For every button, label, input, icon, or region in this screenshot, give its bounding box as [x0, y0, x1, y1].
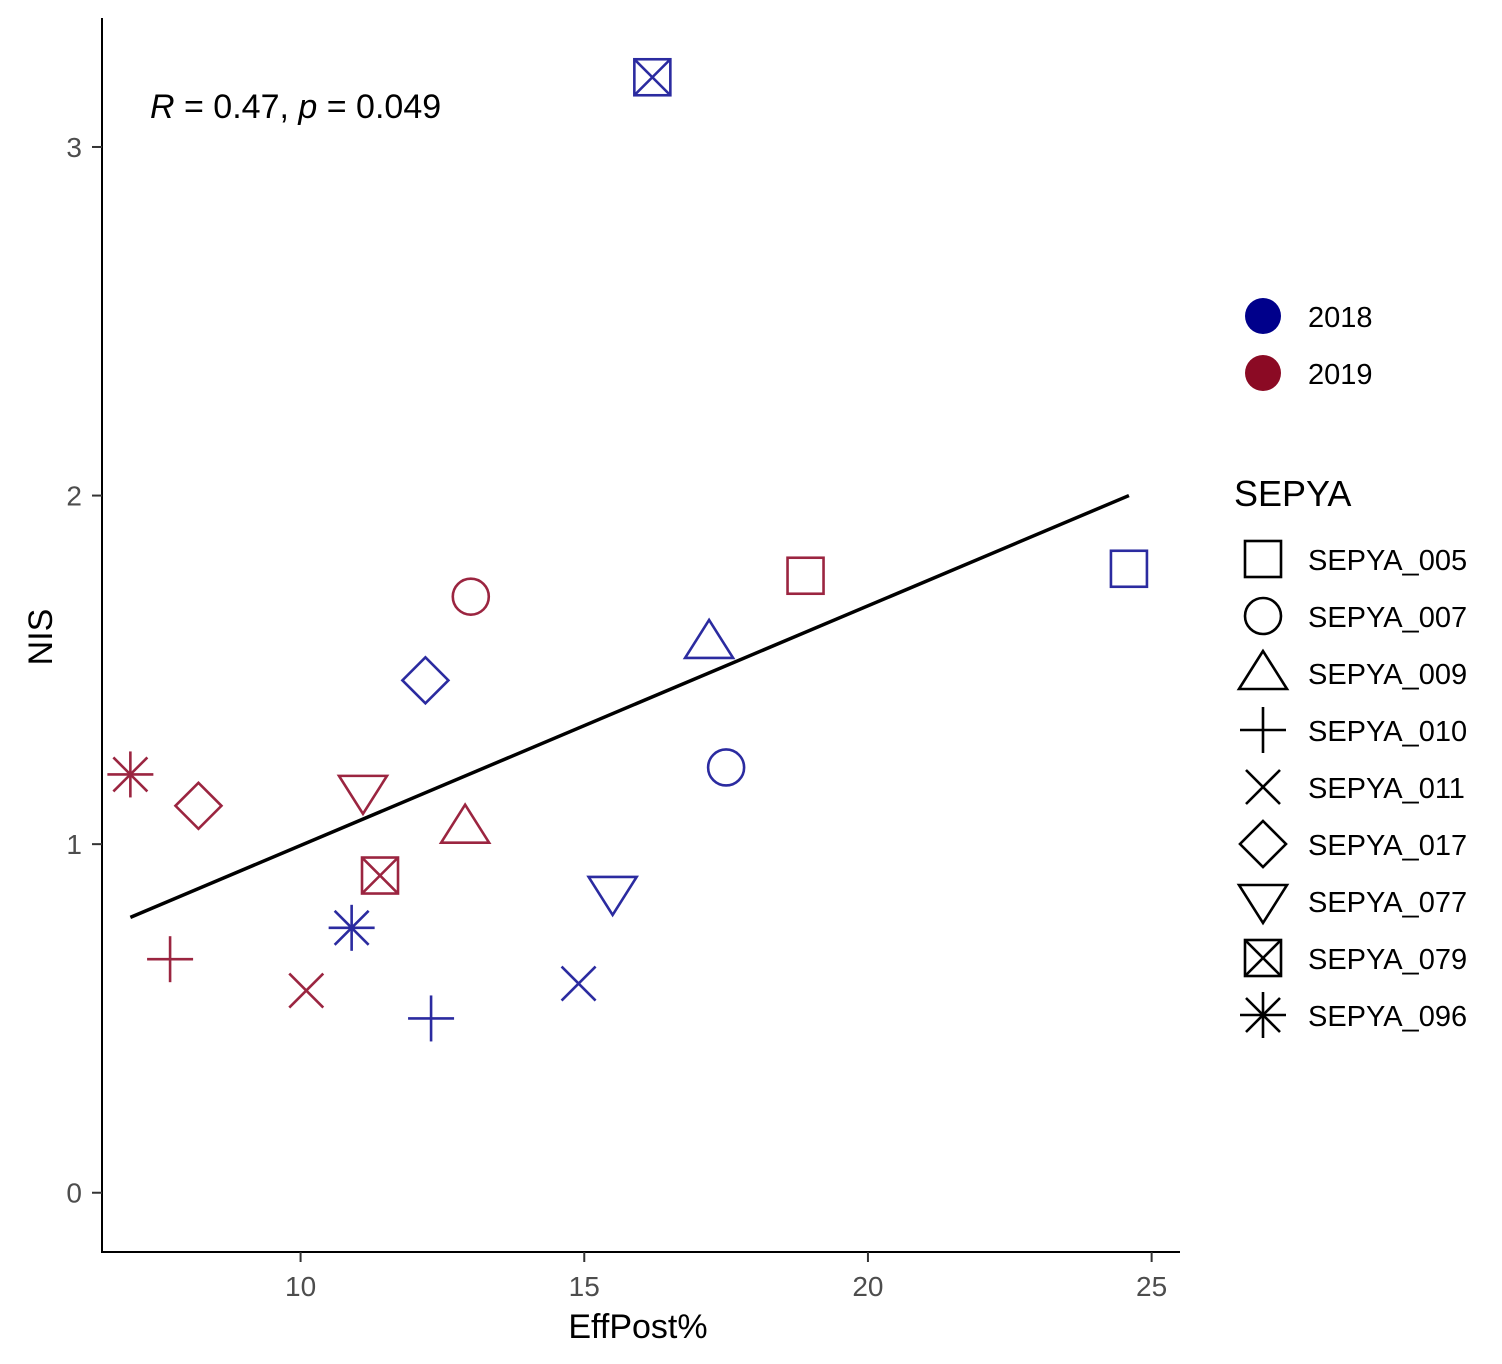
legend-shape-cross [1245, 769, 1281, 805]
y-tick-label: 1 [66, 829, 82, 860]
data-point-2018-sepya-079 [633, 57, 672, 97]
data-point-2018-sepya-009 [682, 617, 736, 660]
axis-ticks: 10 15 20 25 0 1 2 3 [66, 132, 1167, 1302]
data-point-2018-sepya-096 [328, 904, 375, 951]
legend-shape-label: SEPYA_011 [1308, 773, 1465, 805]
legend-shape-square-x [1243, 938, 1283, 978]
x-tick-label: 15 [569, 1271, 600, 1302]
data-point-2019-sepya-011 [288, 972, 325, 1009]
data-point-2018-sepya-010 [408, 995, 455, 1042]
shape-legend-title: SEPYA [1234, 473, 1351, 514]
x-tick-label: 25 [1136, 1271, 1167, 1302]
legend-shape-label: SEPYA_017 [1308, 830, 1467, 862]
legend-shape-asterisk [1240, 992, 1286, 1038]
data-point-2018-sepya-077 [586, 875, 639, 918]
color-legend: 2018 2019 [1245, 298, 1373, 391]
legend-color-label-2018: 2018 [1308, 302, 1373, 334]
axes [101, 18, 1180, 1253]
data-point-2019-sepya-017 [173, 780, 224, 831]
data-point-2019-sepya-079 [360, 856, 400, 895]
correlation-annotation: R = 0.47, p = 0.049 [150, 88, 441, 126]
data-point-2019-sepya-096 [107, 751, 154, 798]
legend-shape-circle [1243, 596, 1283, 636]
legend-shape-triangle-up [1236, 648, 1290, 691]
legend-shape-label: SEPYA_010 [1308, 716, 1467, 748]
data-point-2019-sepya-009 [438, 802, 492, 845]
data-point-2019-sepya-010 [147, 936, 194, 983]
legend-color-dot-2018 [1245, 298, 1281, 334]
legend-shape-label: SEPYA_079 [1308, 944, 1467, 976]
data-point-2018-sepya-011 [560, 965, 597, 1002]
annotation-p-value: = 0.049 [317, 88, 441, 126]
legend-color-dot-2019 [1245, 355, 1281, 391]
data-point-2019-sepya-005 [786, 556, 825, 596]
legend-shape-triangle-down [1236, 883, 1290, 926]
y-axis-title: NIS [22, 609, 60, 666]
shape-legend: SEPYA SEPYA_005 SEPYA_007 SEPYA_009 SEPYA_0… [1234, 473, 1467, 1038]
annotation-r-value: = 0.47, [175, 88, 299, 126]
x-tick-label: 10 [285, 1271, 316, 1302]
x-tick-label: 20 [852, 1271, 883, 1302]
legend-color-label-2019: 2019 [1308, 359, 1373, 391]
data-point-2018-sepya-017 [400, 655, 451, 706]
y-tick-label: 3 [66, 132, 82, 163]
y-tick-label: 0 [66, 1178, 82, 1209]
y-tick-label: 2 [66, 481, 82, 512]
legend-shape-label: SEPYA_009 [1308, 659, 1467, 691]
legend-shape-label: SEPYA_096 [1308, 1001, 1467, 1033]
legend-shape-label: SEPYA_005 [1308, 545, 1467, 577]
annotation-p-symbol: p [297, 88, 317, 126]
legend-shape-plus [1240, 707, 1286, 753]
regression-line [129, 493, 1130, 919]
regression-line-group [129, 493, 1130, 919]
legend-shape-label: SEPYA_077 [1308, 887, 1467, 919]
data-points [107, 57, 1149, 1042]
data-point-2018-sepya-007 [706, 748, 746, 787]
annotation-r-symbol: R [150, 88, 175, 126]
data-point-2019-sepya-007 [451, 577, 491, 616]
legend-shape-label: SEPYA_007 [1308, 602, 1467, 634]
x-axis-title: EffPost% [568, 1308, 707, 1346]
data-point-2018-sepya-005 [1109, 549, 1149, 589]
legend-shape-square [1243, 539, 1283, 579]
legend-shape-diamond [1238, 819, 1288, 869]
data-point-2019-sepya-077 [336, 774, 390, 817]
